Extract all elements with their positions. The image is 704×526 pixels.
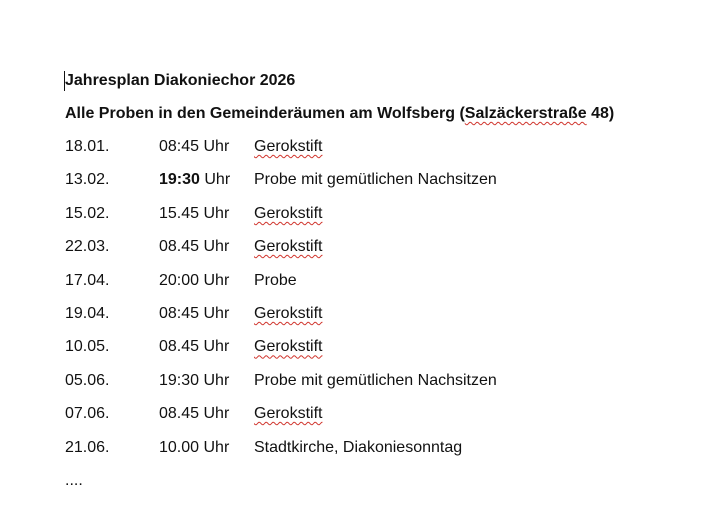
row-time-value: 08:45 (159, 305, 200, 322)
row-time: 08:45 Uhr (159, 304, 229, 324)
subtitle-street: Salzäckerstraße (464, 105, 587, 122)
row-date: 21.06. (65, 438, 110, 456)
row-place: Probe mit gemütlichen Nachsitzen (254, 371, 497, 389)
row-time: 15.45 Uhr (159, 204, 229, 224)
row-date: 05.06. (65, 371, 110, 389)
row-place: Stadtkirche, Diakoniesonntag (254, 438, 463, 456)
row-place: Probe (254, 271, 297, 289)
row-time-value: 15.45 (159, 204, 200, 222)
subtitle-prefix: Alle Proben in den Gemeinderäumen am Wol… (65, 105, 465, 122)
row-time-unit: Uhr (199, 271, 230, 289)
row-time-unit: Uhr (199, 438, 230, 456)
row-time-value: 10.00 (159, 438, 200, 456)
row-place: Gerokstift (254, 138, 323, 155)
row-date: 22.03. (65, 238, 110, 256)
row-date: 15.02. (65, 204, 110, 222)
row-time-unit: Uhr (199, 371, 230, 389)
row-time: 08.45 Uhr (159, 337, 229, 357)
row-place: Gerokstift (254, 338, 323, 356)
row-time-value: 08.45 (159, 338, 200, 356)
row-place: Gerokstift (254, 238, 323, 256)
row-time-unit: Uhr (199, 171, 231, 189)
row-time-unit: Uhr (199, 338, 230, 356)
subtitle-suffix: 48) (586, 105, 615, 122)
row-time-unit: Uhr (199, 238, 230, 256)
row-time: 08.45 Uhr (159, 237, 229, 257)
row-time-value: 08.45 (159, 238, 200, 256)
row-time-unit: Uhr (199, 204, 230, 222)
row-date: 17.04. (65, 271, 110, 289)
row-time: 10.00 Uhr (159, 438, 229, 458)
row-date: 18.01. (65, 138, 110, 155)
ellipsis[interactable]: .... (65, 472, 83, 489)
row-time-value: 08:45 (159, 138, 200, 155)
row-time: 08.45 Uhr (159, 404, 229, 424)
row-place: Gerokstift (254, 405, 323, 423)
row-time-unit: Uhr (199, 405, 230, 423)
row-place: Gerokstift (254, 305, 323, 322)
text-cursor (64, 71, 65, 91)
row-time-value: 19:30 (159, 171, 200, 189)
row-time-value: 20:00 (159, 271, 200, 289)
row-time-value: 19:30 (159, 371, 200, 389)
row-date: 19.04. (65, 305, 110, 322)
row-time: 19:30 Uhr (159, 371, 229, 391)
document-title[interactable]: Jahresplan Diakoniechor 2026 (65, 72, 296, 89)
row-place: Probe mit gemütlichen Nachsitzen (254, 171, 497, 189)
row-date: 07.06. (65, 405, 110, 423)
row-time-value: 08.45 (159, 405, 200, 423)
row-time: 20:00 Uhr (159, 271, 229, 291)
row-place: Gerokstift (254, 204, 323, 222)
row-date: 10.05. (65, 338, 110, 356)
row-time: 08:45 Uhr (159, 137, 229, 157)
row-date: 13.02. (65, 171, 110, 189)
document-subtitle[interactable]: Alle Proben in den Gemeinderäumen am Wol… (65, 104, 614, 124)
row-time-unit: Uhr (199, 138, 230, 155)
row-time: 19:30 Uhr (159, 170, 230, 190)
row-time-unit: Uhr (199, 305, 230, 322)
